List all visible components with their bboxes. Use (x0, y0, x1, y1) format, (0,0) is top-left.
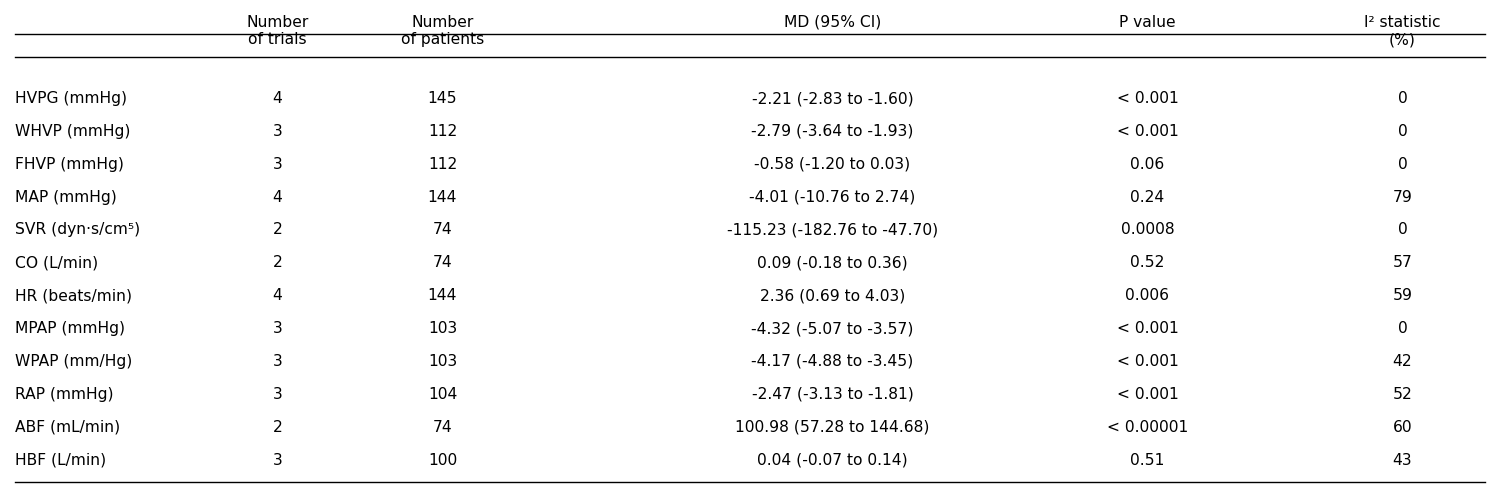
Text: 0.51: 0.51 (1131, 453, 1164, 467)
Text: SVR (dyn·s/cm⁵): SVR (dyn·s/cm⁵) (15, 222, 140, 238)
Text: -4.32 (-5.07 to -3.57): -4.32 (-5.07 to -3.57) (752, 321, 914, 336)
Text: 3: 3 (273, 387, 282, 402)
Text: I² statistic
(%): I² statistic (%) (1365, 15, 1440, 47)
Text: 4: 4 (273, 91, 282, 106)
Text: 100.98 (57.28 to 144.68): 100.98 (57.28 to 144.68) (735, 420, 930, 435)
Text: CO (L/min): CO (L/min) (15, 255, 98, 271)
Text: 103: 103 (427, 354, 458, 369)
Text: WPAP (mm/Hg): WPAP (mm/Hg) (15, 354, 132, 369)
Text: 0.06: 0.06 (1131, 157, 1164, 172)
Text: 0: 0 (1398, 157, 1407, 172)
Text: 0: 0 (1398, 91, 1407, 106)
Text: < 0.001: < 0.001 (1116, 354, 1179, 369)
Text: 0.24: 0.24 (1131, 189, 1164, 205)
Text: 57: 57 (1392, 255, 1413, 271)
Text: 59: 59 (1392, 288, 1413, 303)
Text: < 0.001: < 0.001 (1116, 91, 1179, 106)
Text: MPAP (mmHg): MPAP (mmHg) (15, 321, 125, 336)
Text: Number
of trials: Number of trials (246, 15, 309, 47)
Text: P value: P value (1119, 15, 1176, 30)
Text: MD (95% CI): MD (95% CI) (784, 15, 880, 30)
Text: < 0.001: < 0.001 (1116, 124, 1179, 139)
Text: 74: 74 (432, 255, 453, 271)
Text: 3: 3 (273, 354, 282, 369)
Text: 3: 3 (273, 124, 282, 139)
Text: < 0.00001: < 0.00001 (1107, 420, 1188, 435)
Text: 2: 2 (273, 420, 282, 435)
Text: ABF (mL/min): ABF (mL/min) (15, 420, 120, 435)
Text: HBF (L/min): HBF (L/min) (15, 453, 106, 467)
Text: -115.23 (-182.76 to -47.70): -115.23 (-182.76 to -47.70) (728, 222, 938, 238)
Text: 100: 100 (427, 453, 458, 467)
Text: 4: 4 (273, 189, 282, 205)
Text: 0.52: 0.52 (1131, 255, 1164, 271)
Text: 0: 0 (1398, 222, 1407, 238)
Text: RAP (mmHg): RAP (mmHg) (15, 387, 114, 402)
Text: 3: 3 (273, 157, 282, 172)
Text: 3: 3 (273, 321, 282, 336)
Text: 60: 60 (1392, 420, 1413, 435)
Text: 112: 112 (427, 157, 458, 172)
Text: HR (beats/min): HR (beats/min) (15, 288, 132, 303)
Text: -2.21 (-2.83 to -1.60): -2.21 (-2.83 to -1.60) (752, 91, 914, 106)
Text: -4.17 (-4.88 to -3.45): -4.17 (-4.88 to -3.45) (752, 354, 914, 369)
Text: MAP (mmHg): MAP (mmHg) (15, 189, 117, 205)
Text: FHVP (mmHg): FHVP (mmHg) (15, 157, 125, 172)
Text: 0.09 (-0.18 to 0.36): 0.09 (-0.18 to 0.36) (758, 255, 908, 271)
Text: 2: 2 (273, 255, 282, 271)
Text: 4: 4 (273, 288, 282, 303)
Text: 145: 145 (427, 91, 458, 106)
Text: < 0.001: < 0.001 (1116, 387, 1179, 402)
Text: -0.58 (-1.20 to 0.03): -0.58 (-1.20 to 0.03) (754, 157, 910, 172)
Text: 42: 42 (1392, 354, 1413, 369)
Text: 2.36 (0.69 to 4.03): 2.36 (0.69 to 4.03) (760, 288, 904, 303)
Text: 52: 52 (1392, 387, 1413, 402)
Text: 144: 144 (427, 288, 458, 303)
Text: -4.01 (-10.76 to 2.74): -4.01 (-10.76 to 2.74) (750, 189, 915, 205)
Text: 0: 0 (1398, 321, 1407, 336)
Text: 74: 74 (432, 420, 453, 435)
Text: 144: 144 (427, 189, 458, 205)
Text: 0: 0 (1398, 124, 1407, 139)
Text: 74: 74 (432, 222, 453, 238)
Text: Number
of patients: Number of patients (400, 15, 484, 47)
Text: WHVP (mmHg): WHVP (mmHg) (15, 124, 130, 139)
Text: 0.04 (-0.07 to 0.14): 0.04 (-0.07 to 0.14) (758, 453, 908, 467)
Text: 79: 79 (1392, 189, 1413, 205)
Text: -2.47 (-3.13 to -1.81): -2.47 (-3.13 to -1.81) (752, 387, 914, 402)
Text: 104: 104 (427, 387, 458, 402)
Text: -2.79 (-3.64 to -1.93): -2.79 (-3.64 to -1.93) (752, 124, 914, 139)
Text: HVPG (mmHg): HVPG (mmHg) (15, 91, 128, 106)
Text: < 0.001: < 0.001 (1116, 321, 1179, 336)
Text: 43: 43 (1392, 453, 1413, 467)
Text: 112: 112 (427, 124, 458, 139)
Text: 0.0008: 0.0008 (1120, 222, 1174, 238)
Text: 3: 3 (273, 453, 282, 467)
Text: 0.006: 0.006 (1125, 288, 1170, 303)
Text: 2: 2 (273, 222, 282, 238)
Text: 103: 103 (427, 321, 458, 336)
